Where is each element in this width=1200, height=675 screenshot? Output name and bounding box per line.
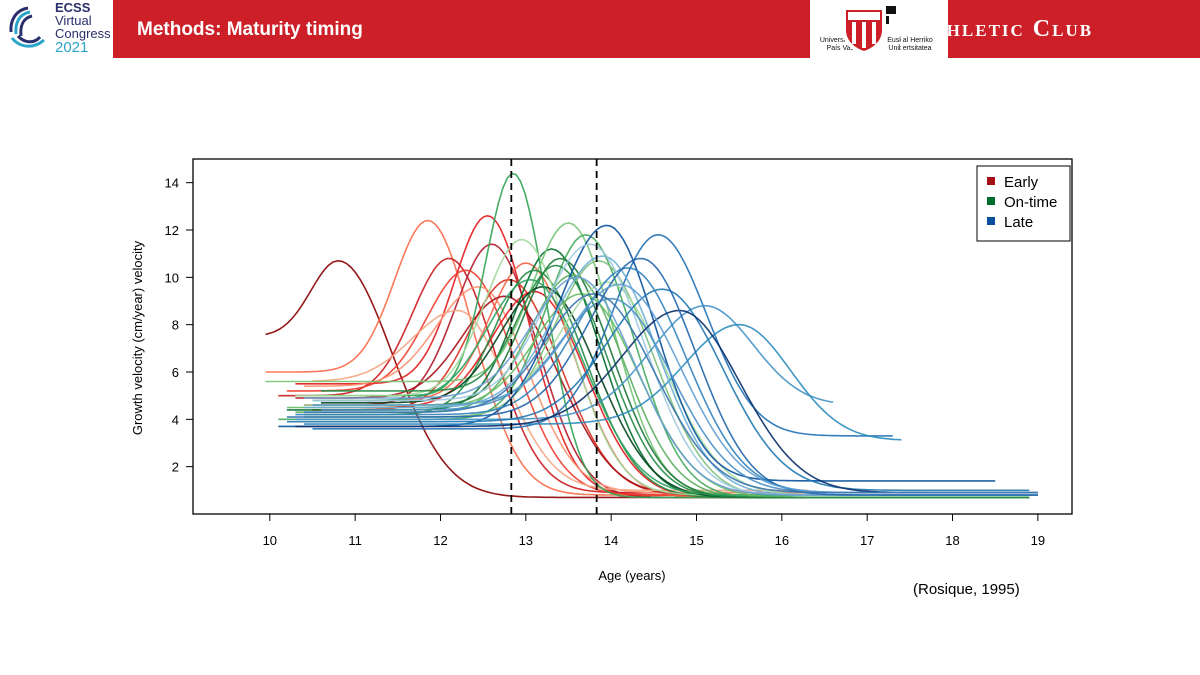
globe-icon [9, 6, 46, 48]
citation: (Rosique, 1995) [913, 581, 1020, 598]
series-line-late-32 [295, 267, 1038, 494]
logo-line-1: ECSS [55, 0, 91, 15]
y-tick-label-8: 8 [172, 318, 179, 333]
series-line-late-34 [286, 288, 1030, 492]
x-axis: 10 11 12 13 14 15 16 17 18 19 [263, 514, 1045, 548]
x-tick-label-10: 10 [263, 533, 277, 548]
university-name-eu: Euskal Herriko Unibertsitatea [887, 37, 933, 52]
series-line-late-38 [286, 257, 1038, 496]
series-line-late-30 [303, 323, 902, 441]
y-tick-label-2: 2 [172, 460, 179, 475]
x-tick-label-16: 16 [775, 533, 789, 548]
legend: Early On-time Late [976, 165, 1071, 242]
logo-line-4: 2021 [55, 39, 89, 56]
series-line-early-8 [312, 278, 842, 496]
legend-swatch-early [987, 177, 995, 185]
x-tick-label-12: 12 [433, 533, 447, 548]
series-line-on-time-22 [303, 259, 1030, 499]
series-line-late-33 [312, 243, 1038, 496]
y-tick-label-10: 10 [165, 270, 179, 285]
series-line-on-time-25 [321, 264, 1030, 499]
legend-label-early: Early [1004, 174, 1039, 191]
legend-swatch-late [987, 217, 995, 225]
x-tick-label-14: 14 [604, 533, 618, 548]
x-tick-label-18: 18 [945, 533, 959, 548]
x-tick-label-11: 11 [348, 533, 362, 548]
x-axis-label: Age (years) [598, 568, 665, 583]
y-tick-label-12: 12 [165, 223, 179, 238]
y-axis-label: Growth velocity (cm/year) velocity [130, 240, 145, 435]
series-line-late-27 [312, 233, 893, 437]
x-tick-label-13: 13 [519, 533, 533, 548]
series-line-early-11 [312, 309, 808, 492]
club-name: Athletic Club [914, 16, 1094, 42]
legend-label-late: Late [1004, 214, 1033, 231]
y-tick-label-14: 14 [165, 176, 179, 191]
series-line-on-time-17 [278, 233, 1021, 499]
club-crest-icon [842, 6, 886, 55]
series-line-on-time-13 [312, 172, 1021, 499]
x-tick-label-19: 19 [1031, 533, 1045, 548]
series-line-late-28 [278, 224, 996, 482]
curves-layer [265, 172, 1038, 499]
x-tick-label-15: 15 [689, 533, 703, 548]
y-tick-label-6: 6 [172, 365, 179, 380]
logo-line-2: Virtual [55, 13, 92, 28]
legend-swatch-on-time [987, 197, 995, 205]
ecss-logo: ECSS Virtual Congress 2021 [0, 0, 113, 58]
series-line-late-40 [303, 293, 1038, 494]
x-tick-label-17: 17 [860, 533, 874, 548]
page-title: Methods: Maturity timing [137, 19, 363, 40]
series-line-late-29 [295, 304, 834, 421]
club-divider [901, 8, 903, 50]
series-line-early-7 [303, 286, 816, 494]
header-band: Methods: Maturity timing Universidad del… [113, 0, 1200, 58]
y-tick-label-4: 4 [172, 412, 179, 427]
university-name-es: Universidad del País Vasco [819, 37, 869, 52]
legend-label-on-time: On-time [1004, 194, 1057, 211]
y-axis: 2 4 6 8 10 12 14 [165, 176, 193, 475]
logo-line-3: Congress [55, 26, 111, 41]
plot-frame [192, 158, 1073, 515]
